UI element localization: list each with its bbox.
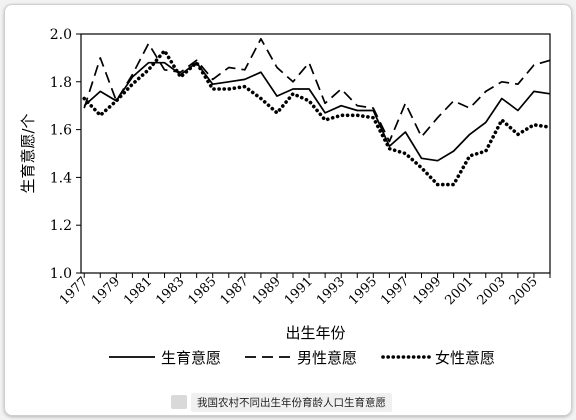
x-tick-label: 1979: [89, 274, 123, 308]
x-tick-label: 1999: [410, 274, 444, 308]
y-tick-label: 1.0: [50, 266, 72, 282]
legend-label: 男性意愿: [297, 349, 357, 367]
caption-text: 我国农村不同出生年份育龄人口生育意愿: [191, 392, 392, 412]
x-tick-label: 1997: [378, 274, 412, 308]
x-tick-label: 1995: [346, 274, 380, 308]
line-chart: 1.01.21.41.61.82.01977197919811983198519…: [19, 27, 552, 367]
x-tick-label: 2001: [443, 274, 477, 308]
legend-label: 女性意愿: [435, 349, 495, 367]
x-tick-label: 1983: [153, 274, 187, 308]
y-tick-label: 2.0: [50, 27, 72, 43]
x-tick-label: 1985: [186, 274, 220, 308]
x-tick-label: 2003: [475, 274, 509, 308]
y-tick-label: 1.8: [50, 75, 72, 91]
y-tick-label: 1.4: [50, 170, 72, 186]
figure-frame: 1.0 1.2 1.4 1.6 1.8 2.0 1977 1979 1981 1983 1985 19…: [4, 4, 572, 416]
series-line-1: [83, 61, 551, 162]
x-tick-label: 1981: [121, 274, 155, 308]
figure-caption: 我国农村不同出生年份育龄人口生育意愿: [171, 392, 392, 412]
y-axis-label: 生育意愿/个: [19, 113, 37, 193]
x-tick-label: 1987: [218, 274, 252, 308]
legend-label: 生育意愿: [161, 349, 221, 367]
series-line-2: [83, 37, 551, 143]
y-tick-label: 1.6: [50, 123, 72, 139]
x-tick-label: 1991: [282, 274, 316, 308]
y-tick-label: 1.2: [50, 218, 72, 234]
x-tick-label: 2005: [507, 274, 541, 308]
plot-border: [80, 33, 551, 274]
series-line-3: [82, 48, 552, 187]
x-axis-label: 出生年份: [285, 324, 345, 342]
x-tick-label: 1993: [314, 274, 348, 308]
x-tick-label: 1989: [250, 274, 284, 308]
image-icon: [171, 395, 187, 409]
